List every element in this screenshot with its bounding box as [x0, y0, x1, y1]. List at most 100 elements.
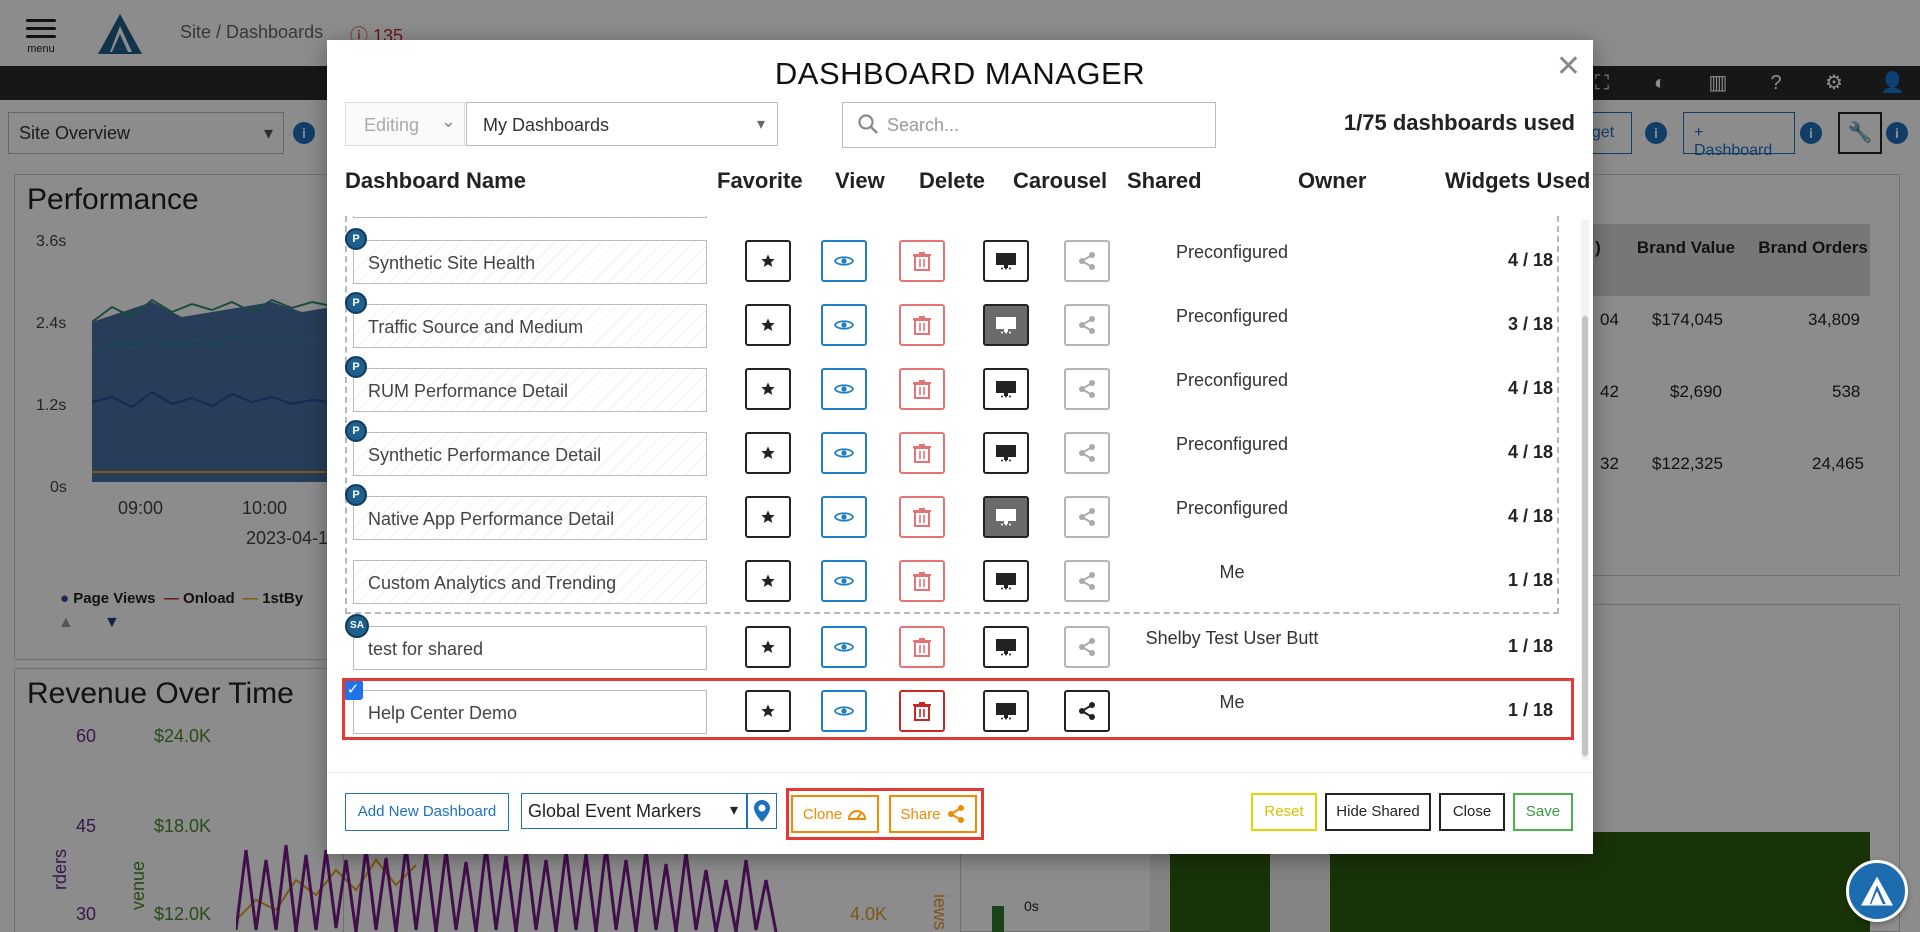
- hide-shared-button[interactable]: Hide Shared: [1325, 793, 1431, 831]
- widgets-used-value: 4 / 18: [1507, 506, 1553, 526]
- add-new-dashboard-button[interactable]: Add New Dashboard: [345, 793, 509, 831]
- monitor-icon: [996, 703, 1016, 720]
- fullscreen-icon[interactable]: ⛶: [1595, 72, 1609, 94]
- help-center-button[interactable]: [1846, 860, 1908, 922]
- info-icon[interactable]: i: [293, 122, 315, 144]
- dashboard-filter-select[interactable]: My Dashboards: [466, 102, 778, 146]
- map-pin-icon[interactable]: [747, 793, 777, 829]
- favorite-button[interactable]: [745, 690, 791, 732]
- wrench-icon[interactable]: 🔧: [1838, 112, 1882, 154]
- view-button[interactable]: [821, 496, 867, 538]
- info-icon[interactable]: i: [1886, 122, 1908, 144]
- favorite-button[interactable]: [745, 432, 791, 474]
- dashboard-name-input[interactable]: RUM Performance Detail: [353, 368, 707, 412]
- view-button[interactable]: [821, 368, 867, 410]
- scrollbar[interactable]: [1581, 220, 1589, 760]
- favorite-button[interactable]: [745, 496, 791, 538]
- mode-select[interactable]: Editing: [345, 102, 465, 146]
- triangle-down-icon[interactable]: ▼: [104, 614, 120, 631]
- carousel-button[interactable]: [983, 560, 1029, 602]
- add-dashboard-button[interactable]: + Dashboard: [1683, 112, 1795, 159]
- breadcrumb[interactable]: Site / Dashboards: [180, 22, 324, 42]
- save-button[interactable]: Save: [1513, 793, 1573, 831]
- dashboard-name-input[interactable]: Custom Analytics and Trending: [353, 560, 707, 604]
- widgets-used-value: 1 / 18: [1507, 636, 1553, 656]
- view-button[interactable]: [821, 626, 867, 668]
- carousel-button[interactable]: [983, 432, 1029, 474]
- contrast-icon[interactable]: ◐: [1653, 72, 1667, 94]
- legend-item[interactable]: Page Views: [73, 590, 156, 607]
- menu-button[interactable]: menu: [24, 14, 58, 55]
- scrollbar-thumb[interactable]: [1582, 316, 1588, 756]
- share-button[interactable]: [1064, 240, 1110, 282]
- info-icon[interactable]: i: [1645, 122, 1667, 144]
- legend-item[interactable]: Onload: [183, 590, 235, 607]
- table-cell: 42: [1600, 382, 1619, 401]
- dashboard-name-input[interactable]: Synthetic Performance Detail: [353, 432, 707, 476]
- carousel-button[interactable]: [983, 304, 1029, 346]
- logo-icon[interactable]: [96, 12, 144, 56]
- site-select[interactable]: Site Overview: [8, 112, 284, 154]
- share-button[interactable]: [1064, 560, 1110, 602]
- row-checkbox[interactable]: ✓: [343, 680, 363, 700]
- share-button[interactable]: [1064, 304, 1110, 346]
- trash-icon: [913, 638, 931, 657]
- user-icon[interactable]: 👤: [1880, 72, 1905, 94]
- share-footer-button[interactable]: Share: [889, 795, 977, 833]
- view-button[interactable]: [821, 432, 867, 474]
- carousel-button[interactable]: [983, 240, 1029, 282]
- close-button[interactable]: Close: [1439, 793, 1505, 831]
- info-panel-icon[interactable]: ▥: [1708, 72, 1728, 94]
- view-button[interactable]: [821, 240, 867, 282]
- delete-button[interactable]: [899, 560, 945, 602]
- carousel-button[interactable]: [983, 368, 1029, 410]
- delete-button[interactable]: [899, 304, 945, 346]
- favorite-button[interactable]: [745, 560, 791, 602]
- eye-icon: [834, 706, 854, 716]
- carousel-button[interactable]: [983, 690, 1029, 732]
- legend-item[interactable]: 1stBy: [262, 590, 304, 607]
- favorite-button[interactable]: [745, 368, 791, 410]
- delete-button[interactable]: [899, 626, 945, 668]
- share-button[interactable]: [1064, 432, 1110, 474]
- share-button[interactable]: [1064, 496, 1110, 538]
- favorite-button[interactable]: [745, 626, 791, 668]
- table-cell: 24,465: [1812, 454, 1864, 473]
- view-button[interactable]: [821, 560, 867, 602]
- carousel-button[interactable]: [983, 496, 1029, 538]
- favorite-button[interactable]: [745, 304, 791, 346]
- view-button[interactable]: [821, 304, 867, 346]
- share-button[interactable]: [1064, 626, 1110, 668]
- gear-icon[interactable]: ⚙: [1825, 72, 1843, 94]
- clone-button[interactable]: Clone: [791, 795, 879, 833]
- dashboard-name-input[interactable]: Help Center Demo: [353, 690, 707, 734]
- share-button[interactable]: [1064, 368, 1110, 410]
- dashboard-name-input[interactable]: Native App Performance Detail: [353, 496, 707, 540]
- dashboard-row: Traffic Source and Medium P Preconfigured 3…: [337, 292, 1565, 368]
- view-button[interactable]: [821, 690, 867, 732]
- close-icon[interactable]: ✕: [1555, 50, 1581, 83]
- delete-button[interactable]: [899, 690, 945, 732]
- reset-button[interactable]: Reset: [1251, 793, 1317, 831]
- carousel-button[interactable]: [983, 626, 1029, 668]
- clone-label: Clone: [802, 805, 843, 823]
- dashboard-name-input[interactable]: Traffic Source and Medium: [353, 304, 707, 348]
- delete-button[interactable]: [899, 240, 945, 282]
- favorite-button[interactable]: [745, 240, 791, 282]
- delete-button[interactable]: [899, 368, 945, 410]
- revenue-panel: Revenue Over Time: [14, 668, 344, 932]
- dashboard-name-input[interactable]: Synthetic Site Health: [353, 240, 707, 284]
- share-icon: [1079, 252, 1095, 270]
- triangle-up-icon[interactable]: ▲: [58, 614, 74, 631]
- dashboard-name-input[interactable]: test for shared: [353, 626, 707, 670]
- info-icon[interactable]: i: [1800, 122, 1822, 144]
- share-button[interactable]: [1064, 690, 1110, 732]
- name-field[interactable]: [353, 216, 707, 218]
- delete-button[interactable]: [899, 432, 945, 474]
- delete-button[interactable]: [899, 496, 945, 538]
- event-markers-select[interactable]: Global Event Markers: [521, 793, 747, 829]
- col-carousel: Carousel: [1013, 168, 1108, 193]
- search-input[interactable]: Search...: [842, 102, 1216, 148]
- help-icon[interactable]: ?: [1770, 72, 1782, 94]
- share-icon: [1079, 638, 1095, 656]
